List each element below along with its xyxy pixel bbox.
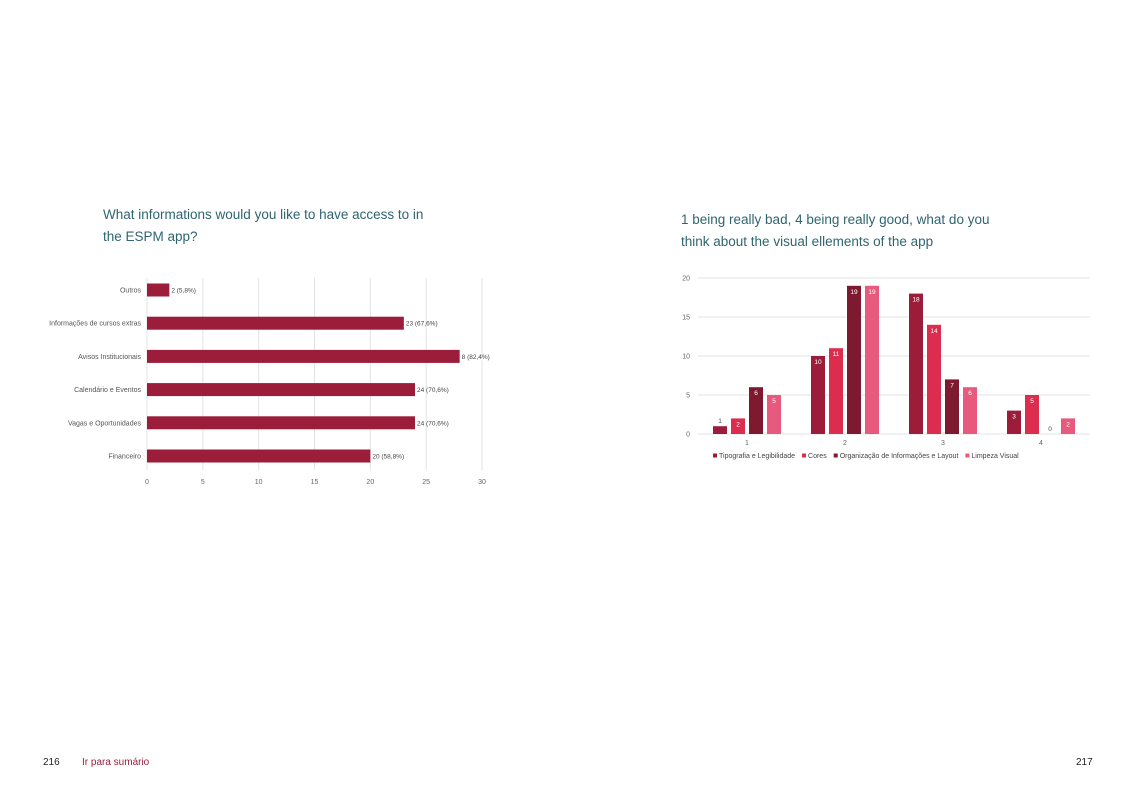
category-label: Informações de cursos extras bbox=[49, 321, 141, 328]
y-tick-label: 0 bbox=[686, 432, 690, 439]
column bbox=[847, 285, 861, 434]
legend-swatch bbox=[713, 453, 717, 458]
data-label: 7 bbox=[950, 382, 954, 389]
bar bbox=[147, 283, 170, 297]
data-label: 18 bbox=[912, 297, 920, 304]
column bbox=[713, 426, 727, 434]
data-label: 5 bbox=[1030, 398, 1034, 405]
data-label: 5 bbox=[772, 398, 776, 405]
x-category-label: 3 bbox=[941, 440, 945, 447]
y-tick-label: 10 bbox=[682, 354, 690, 361]
column bbox=[1007, 410, 1021, 434]
category-label: Vagas e Oportunidades bbox=[68, 420, 142, 427]
column bbox=[865, 285, 879, 434]
data-label: 24 (70,6%) bbox=[417, 420, 449, 427]
legend-label: Organização de Informações e Layout bbox=[840, 453, 959, 460]
y-tick-label: 5 bbox=[686, 393, 690, 400]
column bbox=[811, 356, 825, 434]
data-label: 2 (5,8%) bbox=[171, 288, 196, 295]
category-label: Avisos Institucionais bbox=[78, 354, 141, 361]
page-number-right: 217 bbox=[1076, 757, 1093, 768]
column bbox=[945, 379, 959, 434]
data-label: 19 bbox=[868, 289, 876, 296]
bar bbox=[147, 383, 415, 397]
y-tick-label: 15 bbox=[682, 315, 690, 322]
x-tick-label: 15 bbox=[311, 479, 319, 486]
page-number-left: 216 bbox=[43, 757, 60, 768]
x-category-label: 4 bbox=[1039, 440, 1043, 447]
legend-label: Cores bbox=[808, 453, 827, 460]
data-label: 2 bbox=[736, 421, 740, 428]
summary-link[interactable]: Ir para sumário bbox=[82, 757, 150, 768]
legend-swatch bbox=[965, 453, 970, 458]
x-tick-label: 5 bbox=[201, 479, 205, 486]
data-label: 6 bbox=[968, 390, 972, 397]
data-label: 2 bbox=[1066, 421, 1070, 428]
legend-swatch bbox=[802, 453, 807, 458]
column bbox=[927, 324, 941, 434]
bar bbox=[147, 349, 460, 363]
x-category-label: 1 bbox=[745, 440, 749, 447]
legend-label: Limpeza Visual bbox=[971, 453, 1019, 460]
column bbox=[1061, 418, 1075, 434]
x-tick-label: 0 bbox=[145, 479, 149, 486]
data-label: 11 bbox=[833, 351, 840, 358]
column bbox=[1025, 395, 1039, 434]
category-label: Outros bbox=[120, 288, 142, 295]
data-label: 10 bbox=[814, 359, 822, 366]
category-label: Calendário e Eventos bbox=[74, 387, 141, 394]
data-label: 24 (70,6%) bbox=[417, 387, 449, 394]
legend-label: Tipografia e Legibilidade bbox=[719, 453, 795, 460]
bar bbox=[147, 416, 415, 430]
data-label: 19 bbox=[850, 289, 858, 296]
y-tick-label: 20 bbox=[682, 276, 690, 283]
data-label: 14 bbox=[930, 328, 938, 335]
column bbox=[963, 387, 977, 434]
data-label: 0 bbox=[1048, 426, 1052, 433]
data-label: 20 (58,8%) bbox=[372, 454, 404, 461]
x-tick-label: 20 bbox=[366, 479, 374, 486]
left-chart-heading: What informations would you like to have… bbox=[103, 207, 424, 244]
x-tick-label: 30 bbox=[478, 479, 486, 486]
data-label: 8 (82,4%) bbox=[462, 354, 490, 361]
data-label: 23 (67,6%) bbox=[406, 321, 438, 328]
x-category-label: 2 bbox=[843, 440, 847, 447]
legend-swatch bbox=[833, 453, 838, 458]
right-chart-heading: 1 being really bad, 4 being really good,… bbox=[681, 212, 990, 249]
column bbox=[731, 418, 745, 434]
column bbox=[829, 348, 843, 434]
column bbox=[749, 387, 763, 434]
column bbox=[909, 293, 923, 434]
data-label: 6 bbox=[754, 390, 758, 397]
x-tick-label: 10 bbox=[255, 479, 263, 486]
data-label: 1 bbox=[718, 418, 722, 425]
bar bbox=[147, 449, 371, 463]
data-label: 3 bbox=[1012, 414, 1016, 421]
column bbox=[767, 395, 781, 434]
x-tick-label: 25 bbox=[422, 479, 430, 486]
bar bbox=[147, 316, 404, 330]
category-label: Financeiro bbox=[108, 454, 141, 461]
